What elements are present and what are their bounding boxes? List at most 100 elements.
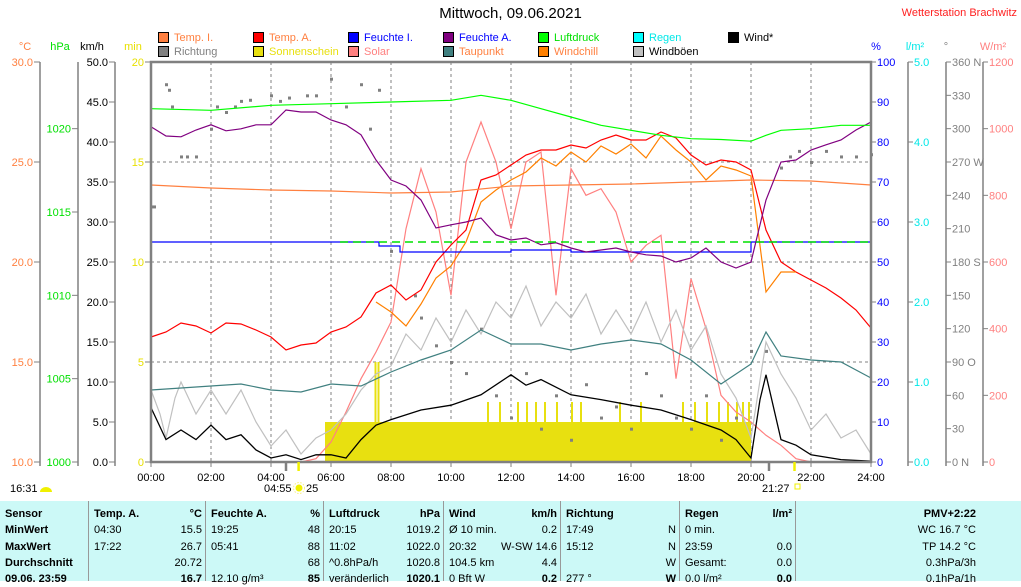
statistics-table: Sensor MinWert MaxWert Durchschnitt 09.06. 2… — [0, 501, 1021, 585]
section-luftdruck: Luftdruck hPa 20:15 1019.2 11:02 1022.0 ^0.8hP… — [323, 501, 444, 585]
direction-point — [765, 349, 768, 353]
section-feuchte-a: Feuchte A.% 19:25 48 05:41 88 68 12.10 g/m³ 85 — [205, 501, 324, 585]
direction-point — [720, 438, 723, 442]
row-value: 68 — [307, 556, 320, 569]
table-row: 20:15 1019.2 — [329, 522, 440, 538]
axis-unit-label: °C — [19, 41, 31, 53]
legend-label: Windchill — [554, 45, 599, 58]
sensor-row-label: MinWert — [5, 522, 84, 538]
axis-tick-label: 30.0 — [87, 217, 108, 229]
axis-unit-label: W/m² — [980, 41, 1007, 53]
axis-tick-label: 50 — [877, 257, 889, 269]
sunshine-bar — [727, 402, 729, 462]
row-time: 12.10 g/m³ — [211, 573, 264, 586]
table-row: 0.0 l/m² 0.0 — [685, 571, 792, 587]
series-feuchte-a — [150, 109, 872, 269]
axis-tick-label: 20 — [877, 377, 889, 389]
row-time: 17:49 — [566, 524, 594, 537]
legend-item: Solar — [348, 45, 390, 58]
axis-tick-label: 80 — [877, 137, 889, 149]
x-axis-tick-label: 20:00 — [737, 472, 765, 484]
x-axis-tick-label: 06:00 — [317, 472, 345, 484]
section-title: Richtung — [566, 508, 614, 520]
row-time: 04:30 — [94, 524, 122, 537]
row-value: 88 — [307, 540, 320, 553]
legend-item: Regen — [633, 31, 681, 44]
table-row: 20:32 W-SW 14.6 — [449, 539, 557, 555]
table-row: Ø 10 min. 0.2 — [449, 522, 557, 538]
table-row: 17:22 26.7 — [94, 539, 202, 555]
section-header: Richtung — [566, 506, 676, 522]
legend-swatch — [253, 46, 264, 57]
axis-tick-label: 5 — [138, 357, 144, 369]
axis-tick-label: 0 N — [952, 457, 969, 469]
row-time: 0 Bft W — [449, 573, 486, 586]
direction-point — [414, 294, 417, 298]
legend-item: Feuchte I. — [348, 31, 413, 44]
section-header: Feuchte A.% — [211, 506, 320, 522]
pmv-value: 0.1hPa/1h — [925, 573, 976, 586]
direction-point — [735, 416, 738, 420]
table-row: 04:30 15.5 — [94, 522, 202, 538]
direction-point — [600, 416, 603, 420]
sun-icon — [293, 482, 305, 494]
legend-swatch — [728, 32, 739, 43]
sunshine-bar — [517, 402, 519, 462]
series-windchill — [375, 135, 796, 327]
row-value: 0.2 — [541, 524, 557, 537]
pmv-title: PMV+2:22 — [923, 508, 976, 520]
row-value: 20.72 — [174, 556, 202, 569]
row-time: 20:15 — [329, 524, 357, 537]
direction-point — [540, 427, 543, 431]
pmv-column: PMV+2:22 WC 16.7 °C TP 14.2 °C 0.3hPa/3h 0.1… — [795, 501, 1021, 585]
grid — [151, 62, 871, 462]
axis-tick-label: 300 — [952, 124, 970, 136]
direction-point — [171, 105, 174, 109]
direction-point — [186, 155, 189, 159]
axis-tick-label: 120 — [952, 324, 970, 336]
row-value: 1022.0 — [406, 540, 440, 553]
axis-tick-label: 0 — [989, 457, 995, 469]
row-time: ^0.8hPa/h — [329, 556, 379, 569]
table-row: 23:59 0.0 — [685, 539, 792, 555]
legend-label: Sonnenschein — [269, 45, 339, 58]
axis-tick-label: 1000 — [47, 457, 71, 469]
legend-item: Wind* — [728, 31, 773, 44]
axis-tick-label: 100 — [877, 57, 895, 69]
legend-item: Windböen — [633, 45, 699, 58]
axis-tick-label: 30 — [952, 424, 964, 436]
series-windböen — [150, 284, 872, 455]
legend-item: Feuchte A. — [443, 31, 512, 44]
row-value: W — [665, 556, 676, 569]
x-axis-tick-label: 18:00 — [677, 472, 705, 484]
section-temp-a: Temp. A. °C 04:30 15.5 17:22 26.7 20.72 16.7 — [88, 501, 206, 585]
direction-point — [495, 394, 498, 398]
direction-point — [825, 149, 828, 153]
direction-point — [234, 105, 237, 109]
legend-label: Feuchte I. — [364, 31, 413, 44]
sunshine-bar — [682, 402, 684, 462]
pmv-header: PMV+2:22 — [801, 506, 976, 522]
section-unit: l/m² — [772, 508, 792, 520]
direction-point — [420, 316, 423, 320]
section-title: Wind — [449, 508, 476, 520]
axis-tick-label: 600 — [989, 257, 1007, 269]
sunset-icon — [794, 483, 801, 490]
legend-label: Windböen — [649, 45, 699, 58]
axis-kmh: km/h 50.0 45.0 40.0 35.0 30.0 25.0 20.0 15.0 10.0… — [80, 41, 116, 469]
row-value: 48 — [307, 524, 320, 537]
sensor-header: Sensor — [5, 506, 84, 522]
direction-point — [195, 155, 198, 159]
section-header: Regen l/m² — [685, 506, 792, 522]
sunset-time: 21:27 — [762, 483, 790, 495]
x-axis-tick-label: 08:00 — [377, 472, 405, 484]
direction-point — [798, 149, 801, 153]
axis-tick-label: 1010 — [47, 290, 71, 302]
section-title: Luftdruck — [329, 508, 380, 520]
legend-swatch — [633, 32, 644, 43]
axis-tick-label: 10 — [132, 257, 144, 269]
direction-point — [270, 94, 273, 98]
table-row: W — [566, 555, 676, 571]
axis-tick-label: 10.0 — [87, 377, 108, 389]
